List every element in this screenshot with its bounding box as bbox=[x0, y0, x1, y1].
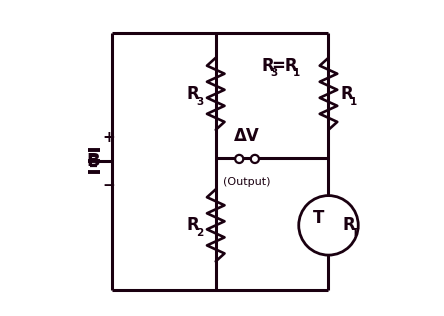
Text: −: − bbox=[102, 178, 115, 193]
Text: R: R bbox=[187, 85, 199, 103]
Text: 1: 1 bbox=[350, 97, 357, 106]
Circle shape bbox=[235, 155, 243, 163]
Text: 1: 1 bbox=[293, 69, 300, 78]
Text: R: R bbox=[342, 216, 355, 234]
Text: 3: 3 bbox=[196, 97, 204, 106]
Text: T: T bbox=[352, 228, 359, 238]
Circle shape bbox=[251, 155, 259, 163]
Text: R: R bbox=[187, 216, 199, 234]
Text: (Output): (Output) bbox=[223, 177, 271, 187]
Text: 3: 3 bbox=[271, 69, 278, 78]
Text: +: + bbox=[102, 130, 115, 145]
Text: =R: =R bbox=[271, 57, 298, 75]
Text: R: R bbox=[340, 85, 353, 103]
Circle shape bbox=[299, 196, 358, 255]
Text: 2: 2 bbox=[196, 228, 204, 238]
Text: T: T bbox=[313, 210, 324, 228]
Text: B: B bbox=[86, 152, 100, 170]
Text: ΔV: ΔV bbox=[234, 127, 260, 145]
Text: R: R bbox=[261, 57, 274, 75]
